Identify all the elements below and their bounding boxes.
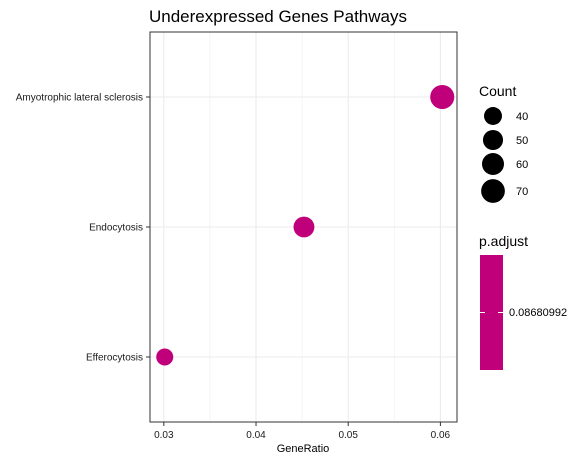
data-points — [156, 84, 455, 366]
p-adjust-legend: p.adjust 0.08680992 — [479, 233, 567, 370]
x-tick-label: 0.05 — [338, 430, 358, 441]
count-legend-title: Count — [479, 83, 516, 99]
y-tick-label: Amyotrophic lateral sclerosis — [16, 93, 143, 104]
x-axis-ticks: 0.03 0.04 0.05 0.06 — [154, 422, 451, 441]
x-tick-label: 0.06 — [431, 430, 451, 441]
count-legend-key — [481, 179, 505, 203]
data-point — [156, 348, 174, 366]
count-legend-key — [482, 153, 504, 175]
p-adjust-colorbar — [480, 255, 503, 370]
x-tick-label: 0.04 — [246, 430, 266, 441]
count-legend-label: 70 — [516, 186, 528, 198]
x-tick-label: 0.03 — [154, 430, 174, 441]
x-axis-label: GeneRatio — [277, 443, 330, 455]
y-axis-ticks: Amyotrophic lateral sclerosis Endocytosis… — [16, 93, 150, 364]
count-legend-label: 60 — [516, 159, 528, 171]
count-legend-label: 50 — [516, 135, 528, 147]
data-point — [430, 84, 455, 110]
count-legend-key — [482, 129, 504, 151]
p-adjust-legend-title: p.adjust — [479, 233, 528, 249]
chart-title: Underexpressed Genes Pathways — [149, 7, 407, 26]
y-tick-label: Efferocytosis — [86, 353, 143, 364]
count-legend-label: 40 — [516, 111, 528, 123]
data-point — [293, 216, 315, 238]
p-adjust-legend-label: 0.08680992 — [509, 307, 567, 319]
count-legend-key — [484, 107, 502, 125]
count-legend: Count 40 50 60 70 — [479, 83, 528, 203]
y-tick-label: Endocytosis — [89, 223, 143, 234]
